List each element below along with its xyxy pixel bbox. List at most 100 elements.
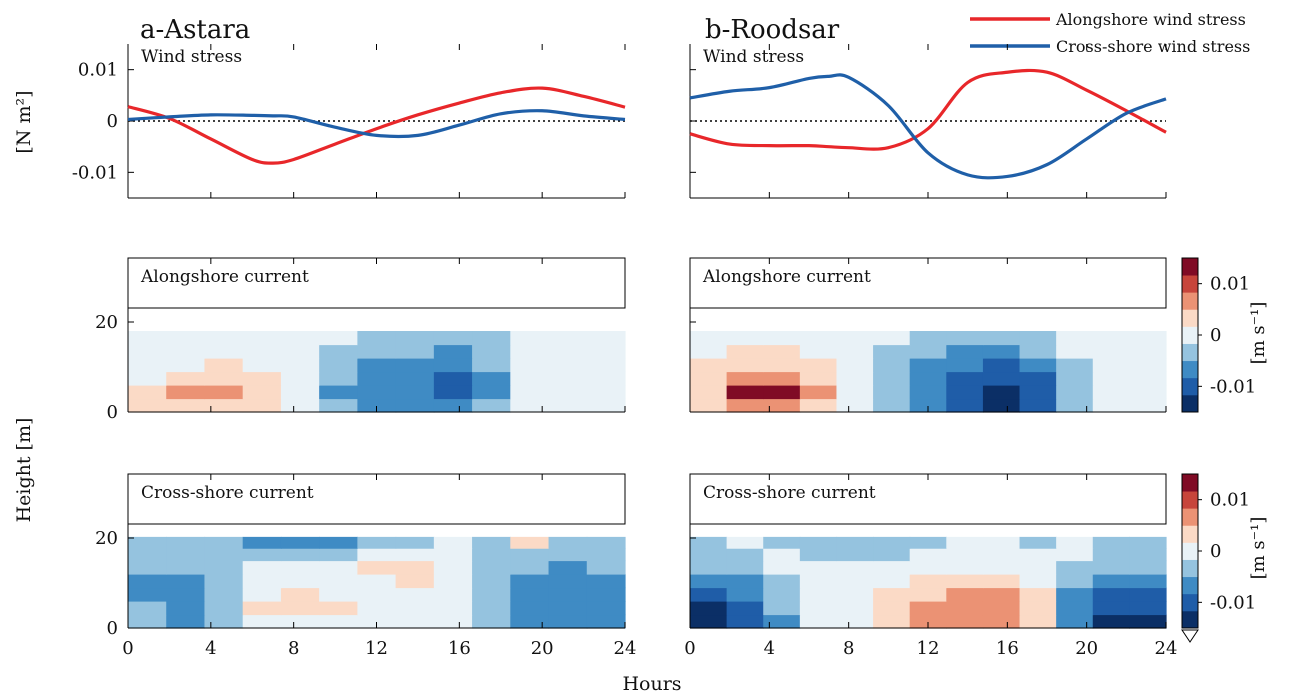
heatmap-cell xyxy=(242,560,282,575)
heatmap-cell xyxy=(763,548,801,562)
heatmap-cell xyxy=(836,587,874,602)
height-ylabel: Height [m] xyxy=(13,418,35,523)
heatmap-cell xyxy=(909,614,947,629)
y-tick-label: -0.01 xyxy=(72,162,118,183)
heatmap-cell xyxy=(1092,601,1130,616)
heatmap-cell xyxy=(395,601,435,616)
heatmap-cell xyxy=(726,371,764,386)
heatmap-cell xyxy=(763,398,801,413)
heatmap-cell xyxy=(128,371,167,386)
heatmap-cell xyxy=(1129,560,1167,575)
heatmap-cell xyxy=(726,601,764,616)
colorbar-alongshore: 0.01 0 -0.01 xyxy=(1181,257,1256,413)
heatmap-cell xyxy=(836,398,874,413)
heatmap-cell xyxy=(909,371,947,386)
heatmap-cell xyxy=(946,536,984,549)
heatmap-cell xyxy=(909,536,947,549)
colorbar-swatch xyxy=(1182,491,1198,509)
heatmap-cell xyxy=(204,601,244,616)
heatmap-cell xyxy=(510,331,550,346)
heatmap-cell xyxy=(836,614,874,629)
heatmap-cell xyxy=(357,614,397,629)
heatmap-cell xyxy=(357,548,397,562)
heatmap-cell xyxy=(909,358,947,373)
heatmap-cell xyxy=(128,574,167,589)
heatmap-cell xyxy=(319,385,358,400)
heatmap-cell xyxy=(242,344,282,359)
heatmap-cell xyxy=(472,548,511,562)
heatmap-cell xyxy=(873,371,911,386)
heatmap-cell xyxy=(242,331,282,346)
heatmap-cell xyxy=(909,574,947,589)
heatmap-cell xyxy=(799,344,838,359)
heatmap-cell xyxy=(319,536,358,549)
heatmap-cell xyxy=(946,385,984,400)
heatmap-cell xyxy=(982,371,1021,386)
heatmap-cell xyxy=(472,398,511,413)
heatmap-cell xyxy=(726,385,764,400)
heatmap-cell xyxy=(357,331,397,346)
heatmap-cell xyxy=(472,574,511,589)
heatmap-cell xyxy=(395,385,435,400)
heatmap-cell xyxy=(1019,574,1057,589)
heatmap-cell xyxy=(763,344,801,359)
colorbar-swatch xyxy=(1182,343,1198,362)
heatmap-cell xyxy=(510,614,550,629)
heatmap-cell xyxy=(982,548,1021,562)
heatmap-cell xyxy=(726,574,764,589)
heatmap-cell xyxy=(799,560,838,575)
heatmap-cell xyxy=(472,331,511,346)
heatmap-cell xyxy=(873,614,911,629)
heatmap-cell xyxy=(1092,331,1130,346)
heatmap-cell xyxy=(799,385,838,400)
heatmap-cell xyxy=(357,398,397,413)
heatmap-cell xyxy=(166,331,206,346)
colorbar-swatch xyxy=(1182,559,1198,578)
heatmap-cell xyxy=(982,574,1021,589)
colorbar-swatch xyxy=(1182,610,1198,629)
heatmap-cell xyxy=(548,344,588,359)
heatmap-cell xyxy=(690,371,728,386)
heatmap-cell xyxy=(395,358,435,373)
heatmap-cell xyxy=(836,371,874,386)
colorbar-swatch xyxy=(1182,309,1198,327)
heatmap-cell xyxy=(548,601,588,616)
heatmap-cell xyxy=(204,385,244,400)
x-tick-label: 12 xyxy=(365,638,388,659)
heatmap-cell xyxy=(433,601,473,616)
heatmap-cell xyxy=(1129,548,1167,562)
heatmap-cell xyxy=(586,587,626,602)
heatmap-cell xyxy=(1056,358,1094,373)
heatmap-cell xyxy=(763,560,801,575)
heatmap-cell xyxy=(690,398,728,413)
heatmap-cell xyxy=(726,358,764,373)
heatmap-cell xyxy=(242,371,282,386)
heatmap-cell xyxy=(548,560,588,575)
heatmap-cell xyxy=(1129,344,1167,359)
colorbar-tick-label: -0.01 xyxy=(1210,592,1256,613)
series-line-alongshore xyxy=(689,68,1167,151)
heatmap-cell xyxy=(319,614,358,629)
colorbar-cross-shore: 0.01 0 -0.01 xyxy=(1181,473,1256,643)
heatmap-cell xyxy=(1056,385,1094,400)
heatmap-cell xyxy=(548,331,588,346)
heatmap-cell xyxy=(242,398,282,413)
heatmap-cell xyxy=(982,536,1021,549)
heatmap-cell xyxy=(395,398,435,413)
heatmap-cell xyxy=(836,548,874,562)
colorbar-swatch xyxy=(1182,593,1198,612)
heatmap-cell xyxy=(242,601,282,616)
heatmap-cell xyxy=(1056,344,1094,359)
colorbar-swatch xyxy=(1182,377,1198,396)
colorbar-swatch xyxy=(1182,542,1198,560)
heatmap-cell xyxy=(586,371,626,386)
heatmap-cell xyxy=(319,331,358,346)
heatmap-cell xyxy=(909,385,947,400)
heatmap-cell xyxy=(242,574,282,589)
heatmap-cell xyxy=(982,587,1021,602)
legend-label-cross-shore: Cross-shore wind stress xyxy=(1056,37,1250,56)
heatmap-cell xyxy=(510,398,550,413)
heatmap-cell xyxy=(357,560,397,575)
heatmap-cell xyxy=(873,358,911,373)
